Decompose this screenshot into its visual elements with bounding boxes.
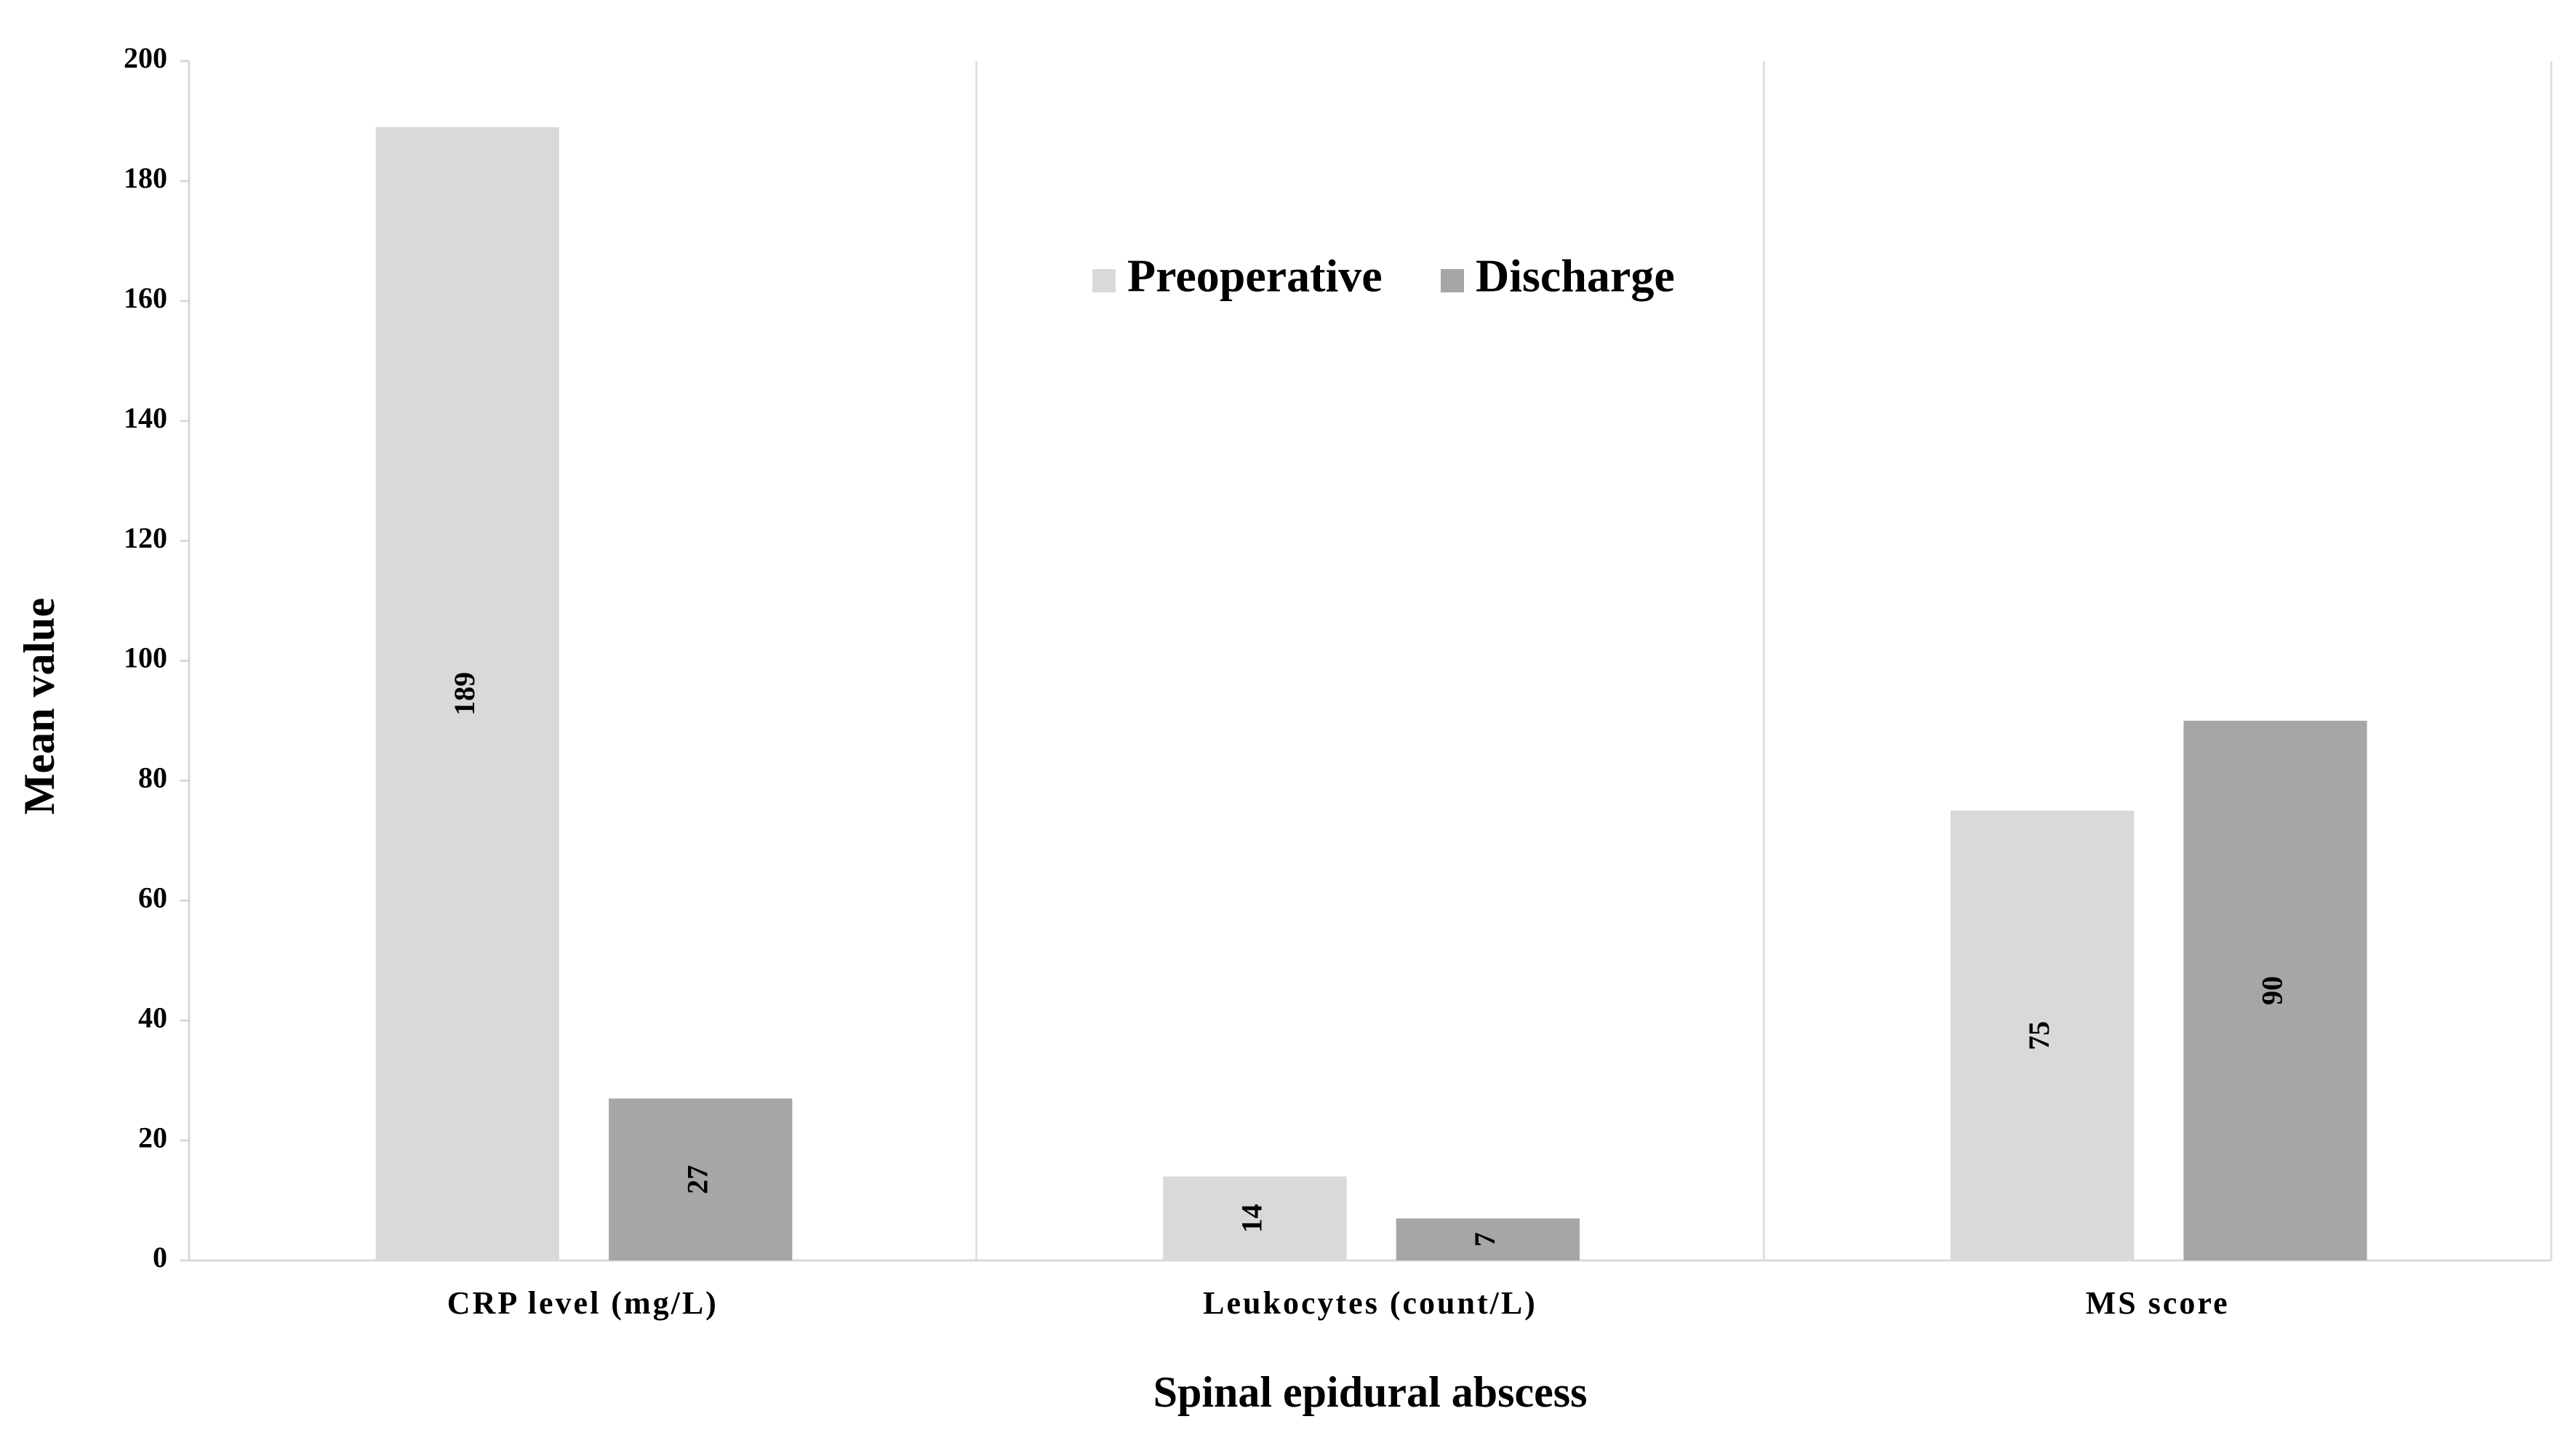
y-tick-label: 100	[124, 641, 167, 674]
x-axis-title: Spinal epidural abscess	[1153, 1368, 1588, 1416]
y-tick-label: 80	[138, 762, 167, 794]
data-label: 14	[1236, 1204, 1268, 1233]
y-tick-label: 180	[124, 161, 167, 194]
bar	[375, 127, 559, 1260]
x-tick-label: MS score	[2086, 1285, 2230, 1321]
bar	[609, 1098, 793, 1260]
x-tick-label: Leukocytes (count/L)	[1203, 1285, 1537, 1321]
x-tick-label: CRP level (mg/L)	[447, 1285, 719, 1321]
y-tick-label: 120	[124, 521, 167, 554]
y-axis-title: Mean value	[15, 598, 63, 815]
y-tick-label: 160	[124, 281, 167, 314]
data-label: 7	[1468, 1232, 1501, 1247]
legend-swatch	[1092, 269, 1116, 292]
bar	[1950, 810, 2135, 1260]
legend-label: Discharge	[1476, 250, 1675, 302]
data-label: 90	[2256, 976, 2289, 1005]
legend-label: Preoperative	[1127, 250, 1383, 302]
y-tick-label: 40	[138, 1001, 167, 1034]
data-label: 27	[681, 1165, 713, 1194]
legend-swatch	[1441, 269, 1464, 292]
bar	[1396, 1218, 1580, 1260]
bar	[1163, 1176, 1347, 1260]
bar	[2183, 720, 2367, 1260]
y-tick-label: 60	[138, 881, 167, 914]
y-tick-label: 200	[124, 41, 167, 74]
y-tick-label: 140	[124, 401, 167, 434]
data-label: 189	[448, 672, 481, 716]
y-tick-label: 0	[153, 1241, 167, 1274]
y-tick-label: 20	[138, 1121, 167, 1154]
data-label: 75	[2023, 1021, 2055, 1050]
